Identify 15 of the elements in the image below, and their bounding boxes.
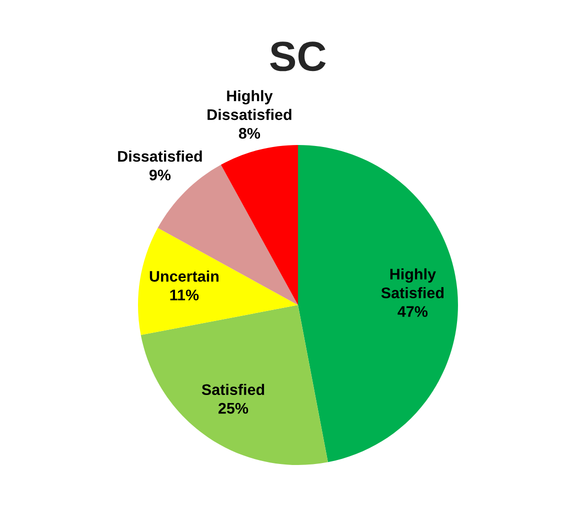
pie-slice xyxy=(298,145,458,462)
slice-label: Highly Satisfied xyxy=(381,268,444,298)
slice-label: Satisfied xyxy=(202,384,264,396)
pie-slice xyxy=(138,228,298,335)
pie-slice xyxy=(140,305,328,465)
pie-slice xyxy=(220,145,298,305)
data-label: 47% xyxy=(398,306,428,317)
data-label: 9% xyxy=(149,170,171,180)
data-label: 8% xyxy=(238,128,260,139)
slice-label: Uncertain xyxy=(150,270,218,282)
slice-label: Highly Dissatisfied xyxy=(208,90,292,120)
data-label: 25% xyxy=(218,402,248,414)
chart-title: SC xyxy=(270,42,326,72)
slice-label: Dissatisfied xyxy=(118,150,202,162)
data-label: 11% xyxy=(170,290,199,300)
